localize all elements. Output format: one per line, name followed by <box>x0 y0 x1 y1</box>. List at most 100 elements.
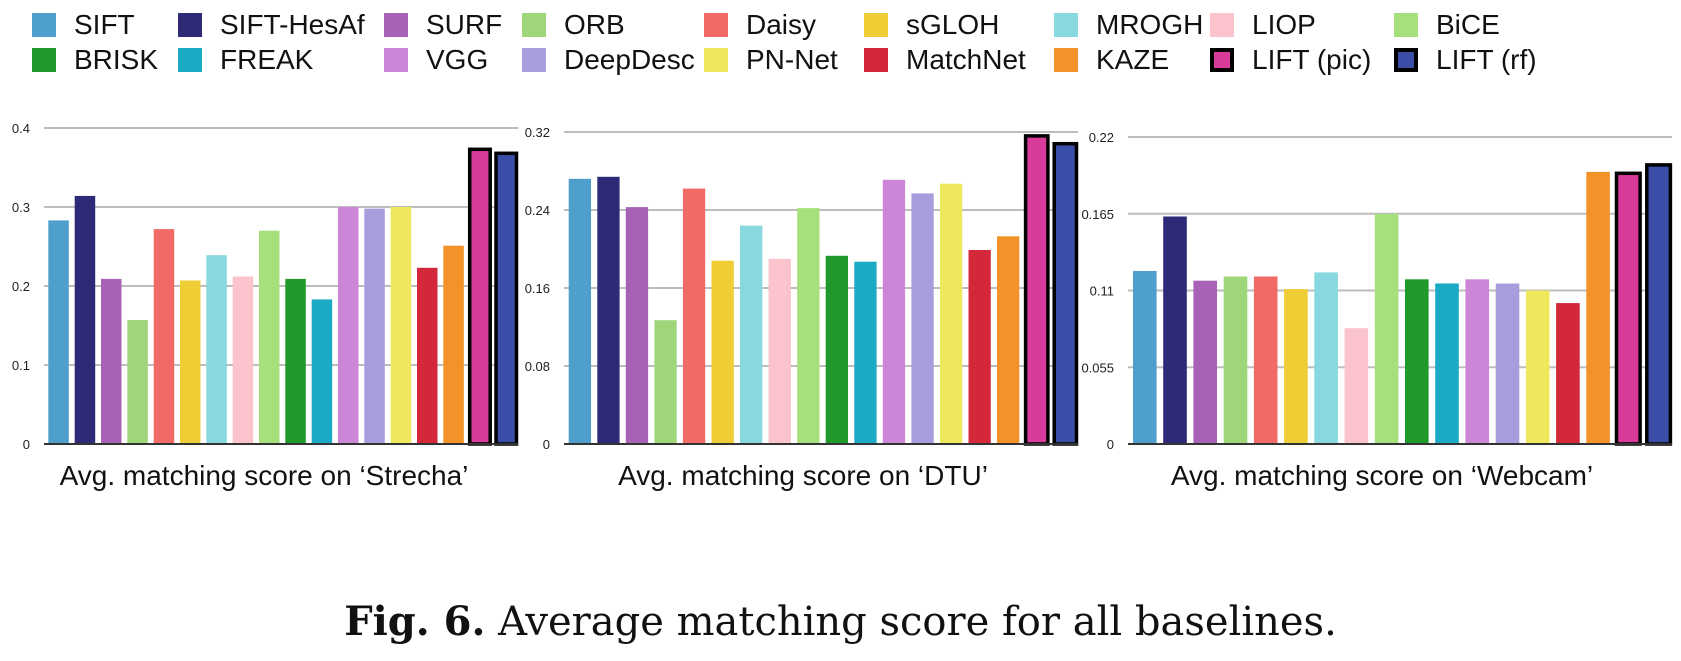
bar-pn-net <box>939 183 963 444</box>
bar-mrogh <box>206 255 227 444</box>
legend-swatch <box>384 48 408 72</box>
bar-mrogh <box>740 225 763 444</box>
chart-webcam-plot: 0 0.055 0.11 0.165 0.22 <box>1081 130 1673 452</box>
legend-swatch <box>178 48 202 72</box>
bar-sift-hesaf <box>597 176 620 445</box>
bar-sift <box>1133 271 1157 444</box>
legend-item: SIFT-HesAf <box>178 8 365 42</box>
y-tick-label: 0 <box>1107 437 1114 452</box>
bar-brisk <box>825 255 848 444</box>
legend-label: SURF <box>426 9 503 40</box>
bar-kaze <box>1586 171 1610 444</box>
bar-daisy <box>682 188 706 444</box>
legend-item: VGG <box>384 43 488 77</box>
legend-swatch <box>522 48 546 72</box>
legend-swatch <box>522 13 546 37</box>
bar-daisy <box>1253 276 1278 444</box>
legend-item: BiCE <box>1394 8 1500 42</box>
legend-label: MatchNet <box>906 44 1026 75</box>
bar-brisk <box>285 278 306 444</box>
legend-label: SIFT <box>74 9 135 40</box>
legend-swatch <box>1210 13 1234 37</box>
bar-lift-rf <box>1052 141 1079 446</box>
legend-item: FREAK <box>178 43 313 77</box>
bar-lift-rf <box>494 151 519 446</box>
legend-label: LIOP <box>1252 9 1316 40</box>
bar-vgg <box>1465 279 1489 444</box>
caption-text: Average matching score for all baselines… <box>498 599 1337 645</box>
bar-sift <box>568 178 591 445</box>
bar-lift-rf <box>1645 163 1673 446</box>
bar-orb <box>1223 276 1248 444</box>
bar-vgg <box>338 207 359 444</box>
bar-lift-pic <box>467 147 492 446</box>
legend-label: ORB <box>564 9 625 40</box>
bar-pn-net <box>1525 290 1550 444</box>
bar-matchnet <box>1556 303 1580 444</box>
y-tick-label: 0.11 <box>1090 284 1114 299</box>
bar-matchnet <box>417 267 438 444</box>
chart-webcam: 0 0.055 0.11 0.165 0.22 Avg. matching score … <box>1081 110 1673 505</box>
y-tick-label: 0.2 <box>12 279 30 294</box>
legend-item: SIFT <box>32 8 135 42</box>
y-tick-label: 0.24 <box>525 203 550 218</box>
bar-sift <box>48 220 69 444</box>
bar-daisy <box>153 229 175 444</box>
y-tick-label: 0 <box>23 437 30 452</box>
legend-swatch <box>1054 48 1078 72</box>
bar-freak <box>311 299 333 444</box>
bar-surf <box>1193 280 1217 444</box>
bar-brisk <box>1405 279 1429 444</box>
legend-swatch <box>32 13 56 37</box>
legend-item: PN-Net <box>704 43 838 77</box>
caption-fig-label: Fig. 6. <box>344 598 486 645</box>
legend-label: LIFT (pic) <box>1252 44 1372 75</box>
bar-deepdesc <box>911 193 934 444</box>
bar-mrogh <box>1314 272 1338 444</box>
legend: SIFT SIFT-HesAf SURF ORB Daisy sGLOH MROGH LIOP… <box>32 8 1672 78</box>
bar-vgg <box>882 179 906 445</box>
bar-lift-pic <box>1023 134 1050 446</box>
bar-deepdesc <box>364 208 385 444</box>
legend-swatch <box>864 13 888 37</box>
figure-caption: Fig. 6. Average matching score for all b… <box>0 598 1681 645</box>
legend-swatch <box>864 48 888 72</box>
y-tick-label: 0.32 <box>525 125 550 140</box>
bar-sift-hesaf <box>74 195 96 444</box>
legend-swatch <box>1394 48 1418 72</box>
legend-label: SIFT-HesAf <box>220 9 365 40</box>
bar-orb <box>654 320 677 444</box>
bar-bice <box>259 230 280 444</box>
chart-strecha: 0 0.1 0.2 0.3 0.4 Avg. matching score on ‘St… <box>10 110 519 505</box>
legend-label: MROGH <box>1096 9 1204 40</box>
y-tick-label: 0.08 <box>525 359 550 374</box>
bar-pn-net <box>390 207 412 444</box>
legend-label: BRISK <box>74 44 159 75</box>
bar-kaze <box>997 236 1020 444</box>
legend-swatch <box>32 48 56 72</box>
legend-label: KAZE <box>1096 44 1170 75</box>
legend-label: BiCE <box>1436 9 1500 40</box>
legend-item: ORB <box>522 8 625 42</box>
bar-sift-hesaf <box>1163 216 1187 444</box>
bar-deepdesc <box>1495 283 1520 444</box>
legend-label: Daisy <box>746 9 817 40</box>
legend-label: PN-Net <box>746 44 838 75</box>
y-tick-label: 0.165 <box>1081 207 1114 222</box>
legend-item: MatchNet <box>864 43 1026 77</box>
legend-label: DeepDesc <box>564 44 695 75</box>
chart-title: Avg. matching score on ‘Strecha’ <box>59 460 469 491</box>
bar-liop <box>232 276 254 444</box>
y-tick-label: 0 <box>543 437 550 452</box>
bar-sgloh <box>1284 289 1308 444</box>
bar-surf <box>625 207 649 444</box>
legend-item: Daisy <box>704 8 816 42</box>
legend-item: LIFT (pic) <box>1210 43 1371 77</box>
bar-sgloh <box>711 260 734 444</box>
legend-item: KAZE <box>1054 43 1169 77</box>
legend-item: sGLOH <box>864 8 999 42</box>
legend-swatch <box>1054 13 1078 37</box>
bar-matchnet <box>968 250 991 444</box>
bar-orb <box>127 320 148 444</box>
y-tick-label: 0.4 <box>12 121 30 136</box>
